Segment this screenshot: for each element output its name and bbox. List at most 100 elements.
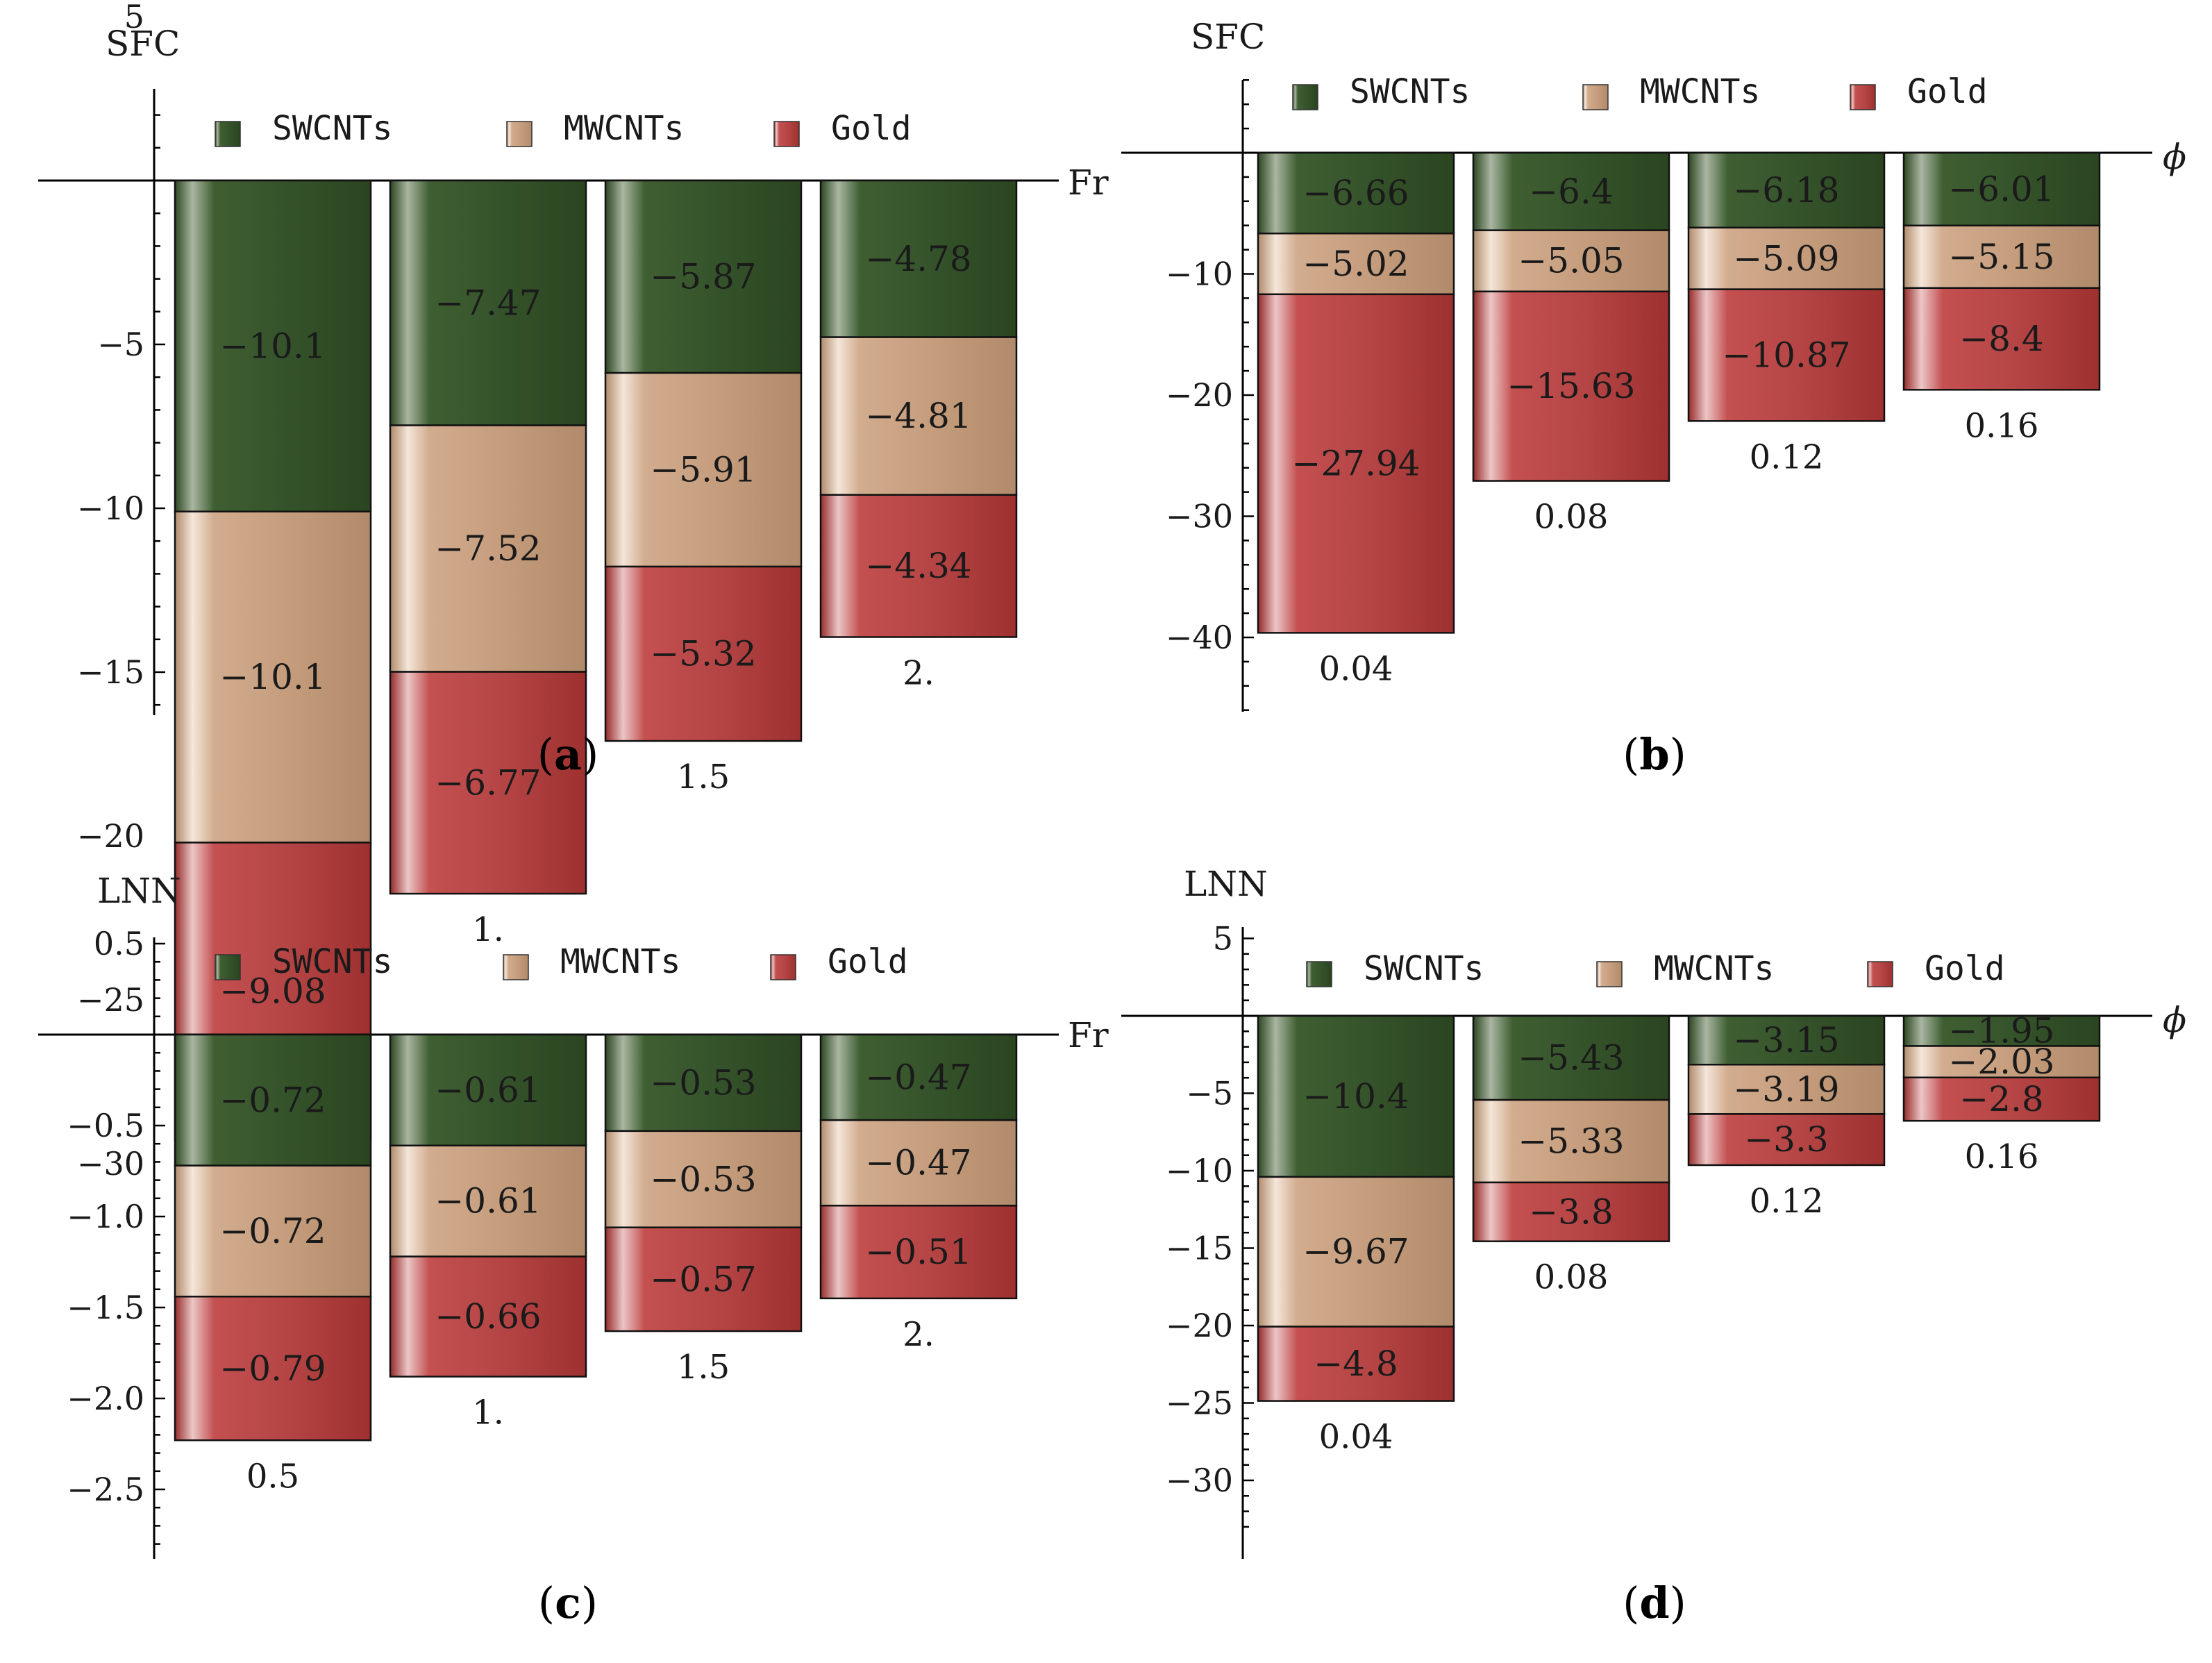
legend-swatch-mwcnts xyxy=(1596,961,1623,987)
y-tick-label: −1.5 xyxy=(67,1289,144,1326)
data-label-mwcnts: −10.1 xyxy=(219,657,326,697)
legend-label-mwcnts: MWCNTs xyxy=(564,109,684,148)
y-tick-label: −20 xyxy=(1166,376,1233,414)
bar-mwcnts-0.5 xyxy=(174,1164,372,1298)
x-axis-label: Fr xyxy=(1068,162,1109,203)
bar-swcnts-0.04 xyxy=(1257,1014,1455,1178)
y-tick-label: −40 xyxy=(1166,619,1233,656)
legend-swatch-mwcnts xyxy=(506,121,533,147)
bar-swcnts-0.16 xyxy=(1902,151,2101,227)
bar-swcnts-1.5 xyxy=(604,1033,803,1133)
category-label: 0.04 xyxy=(1319,1418,1393,1457)
data-label-swcnts: −6.66 xyxy=(1302,173,1409,213)
bar-mwcnts-0.5 xyxy=(174,510,372,844)
bar-gold-1.5 xyxy=(604,1226,803,1332)
data-label-mwcnts: −5.33 xyxy=(1518,1121,1624,1162)
bar-gold-0.04 xyxy=(1257,293,1455,634)
legend-swatch-gold xyxy=(1850,84,1876,110)
chart-panel-d: 5 −5 −10 −15 −20 −25 −30 LNN ϕ −10.4 −9.67 −4.8 0.04… xyxy=(1121,864,2186,1628)
bar-gold-0.08 xyxy=(1472,1181,1670,1242)
data-label-mwcnts: −9.67 xyxy=(1302,1232,1409,1272)
category-label: 0.04 xyxy=(1319,649,1393,688)
category-label: 1.5 xyxy=(677,1348,730,1387)
data-label-gold: −3.3 xyxy=(1744,1119,1828,1160)
category-label: 2. xyxy=(903,653,935,692)
data-label-swcnts: −6.18 xyxy=(1733,170,1839,210)
category-label: 1. xyxy=(472,1394,504,1432)
y-tick-label: −15 xyxy=(77,653,144,691)
bar-gold-0.16 xyxy=(1902,287,2101,391)
category-label: 0.08 xyxy=(1534,1258,1609,1297)
data-label-mwcnts: −5.02 xyxy=(1302,244,1409,284)
legend-label-swcnts: SWCNTs xyxy=(272,109,392,148)
y-tick-label: −0.5 xyxy=(67,1107,144,1144)
data-label-gold: −5.32 xyxy=(650,634,756,674)
bar-gold-2. xyxy=(819,494,1018,638)
data-label-swcnts: −6.01 xyxy=(1948,169,2054,209)
data-label-swcnts: −5.87 xyxy=(650,257,756,297)
data-label-swcnts: −7.47 xyxy=(435,283,541,323)
y-tick-label: −10 xyxy=(77,490,144,527)
legend-label-gold: Gold xyxy=(831,109,912,148)
category-label: 1.5 xyxy=(677,758,730,796)
y-tick-label: −25 xyxy=(77,981,144,1019)
bar-swcnts-0.12 xyxy=(1687,151,1886,229)
bar-gold-1. xyxy=(389,671,587,895)
bar-mwcnts-2. xyxy=(819,1119,1018,1207)
data-label-swcnts: −1.95 xyxy=(1948,1011,2054,1051)
category-label: 2. xyxy=(903,1315,935,1354)
legend-swatch-gold xyxy=(1867,961,1893,987)
x-axis-label: ϕ xyxy=(2163,1000,2186,1040)
category-label: 0.16 xyxy=(1965,1137,2039,1176)
legend-swatch-mwcnts xyxy=(503,954,529,980)
bar-gold-0.04 xyxy=(1257,1326,1455,1402)
bar-gold-1. xyxy=(389,1255,587,1378)
data-label-gold: −15.63 xyxy=(1507,366,1635,406)
data-label-gold: −8.4 xyxy=(1959,319,2043,359)
data-label-mwcnts: −4.81 xyxy=(865,396,971,436)
data-label-mwcnts: −5.05 xyxy=(1518,241,1624,281)
legend-label-mwcnts: MWCNTs xyxy=(1640,72,1760,111)
legend-label-swcnts: SWCNTs xyxy=(1364,949,1484,988)
bar-mwcnts-0.12 xyxy=(1687,1063,1886,1115)
panel-caption: (c) xyxy=(538,1578,598,1628)
y-tick-label: −1.0 xyxy=(67,1198,144,1235)
y-axis-label: SFC xyxy=(1191,17,1265,57)
legend-swatch-swcnts xyxy=(1306,961,1332,987)
y-axis-label: LNN xyxy=(97,871,181,911)
bar-mwcnts-1.5 xyxy=(604,371,803,568)
data-label-mwcnts: −7.52 xyxy=(435,528,541,569)
bar-mwcnts-0.16 xyxy=(1902,1045,2101,1079)
data-label-mwcnts: −5.09 xyxy=(1733,238,1839,278)
data-label-swcnts: −0.61 xyxy=(435,1070,541,1110)
y-tick-label: −10 xyxy=(1166,1152,1233,1189)
y-tick-label: 5 xyxy=(1213,920,1233,958)
data-label-mwcnts: −5.91 xyxy=(650,450,756,490)
legend-label-gold: Gold xyxy=(1925,949,2005,988)
category-label: 1. xyxy=(472,910,504,949)
bar-swcnts-2. xyxy=(819,1033,1018,1121)
bar-mwcnts-1. xyxy=(389,1144,587,1257)
data-label-swcnts: −0.53 xyxy=(650,1062,756,1103)
bar-gold-0.12 xyxy=(1687,1113,1886,1167)
data-label-mwcnts: −0.61 xyxy=(435,1181,541,1221)
category-label: 0.08 xyxy=(1534,498,1609,537)
y-tick-label: −2.5 xyxy=(67,1471,144,1508)
bar-mwcnts-0.12 xyxy=(1687,226,1886,290)
data-label-gold: −10.87 xyxy=(1722,335,1850,376)
bar-mwcnts-1. xyxy=(389,424,587,673)
y-tick-label: −5 xyxy=(1186,1075,1233,1112)
category-label: 0.12 xyxy=(1750,437,1824,476)
y-tick-label: −25 xyxy=(1166,1385,1233,1422)
bar-swcnts-0.5 xyxy=(174,179,372,512)
bar-mwcnts-0.08 xyxy=(1472,1098,1670,1184)
y-tick-label: −20 xyxy=(1166,1307,1233,1344)
panel-caption: (d) xyxy=(1623,1578,1686,1628)
y-tick-label: −30 xyxy=(1166,1462,1233,1499)
chart-panel-c: 0.5 −0.5 −1.0 −1.5 −2.0 −2.5 LNN Fr −0.72 −0.72 −0… xyxy=(38,871,1109,1628)
data-label-swcnts: −10.4 xyxy=(1302,1076,1409,1117)
panel-caption: (a) xyxy=(537,729,599,780)
data-label-gold: −3.8 xyxy=(1529,1192,1613,1232)
data-label-gold: −4.8 xyxy=(1314,1344,1398,1384)
